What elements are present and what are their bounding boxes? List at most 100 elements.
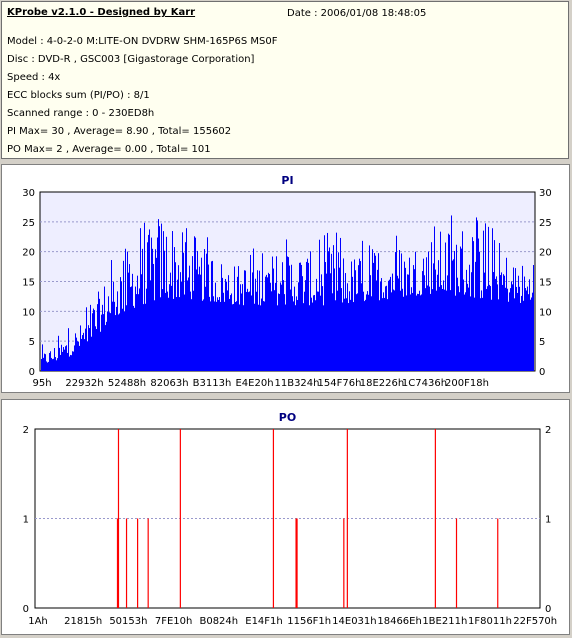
pi-bar [128,272,129,371]
pi-bar [298,282,299,371]
pi-bar [301,264,302,371]
pi-bar [461,248,462,371]
pi-bar [363,291,364,371]
pi-bar [381,278,382,371]
pi-bar [495,278,496,371]
pi-bar [482,297,483,371]
po-ytick-left: 1 [23,515,29,526]
pi-bar [378,253,379,371]
pi-bar [54,348,55,371]
pi-bar [321,274,322,371]
pi-bar [414,269,415,371]
pi-bars [41,215,534,371]
pi-bar [521,295,522,371]
pi-bar [253,248,254,371]
pi-bar [343,258,344,371]
pi-bar [133,305,134,371]
pi-bar [426,257,427,371]
pi-bar [533,264,534,371]
pi-bar [397,275,398,371]
pi-bar [408,274,409,371]
pi-bar [85,328,86,371]
pi-bar [360,261,361,371]
pi-bar [389,279,390,371]
pi-bar [456,244,457,371]
pi-bar [81,338,82,371]
pi-bar [207,237,208,371]
pi-bar [49,352,50,371]
pi-bar [329,247,330,371]
pi-bar [181,281,182,371]
pi-bar [499,243,500,371]
pi-bar [127,251,128,371]
pi-bar [437,274,438,371]
pi-bar [214,301,215,371]
pi-bar [509,292,510,371]
pi-bar [337,290,338,371]
po-chart: PO 0 0 1 1 2 2 1Ah 21815h 50153h 7FE10h B0824h E14F1… [23,411,558,627]
pi-bar [423,258,424,371]
pi-bar [368,294,369,371]
pi-bar [229,298,230,371]
pi-bar [489,284,490,371]
pi-bar [267,277,268,371]
pi-bar [370,275,371,371]
pi-bar [132,273,133,371]
pi-bar [259,270,260,371]
pi-bar [517,292,518,371]
pi-bar [198,274,199,371]
pi-bar [500,275,501,371]
pi-bar [351,261,352,371]
pi-bar [487,286,488,371]
pi-bar [265,276,266,371]
pi-bar [203,299,204,371]
pi-bar [497,284,498,371]
pi-bar [238,266,239,371]
pi-bar [112,301,113,371]
pi-bar [273,268,274,371]
pi-bar [146,288,147,371]
pi-bar [283,280,284,371]
pi-bar [62,351,63,371]
pi-bar [210,301,211,371]
pi-bar [455,295,456,371]
pi-bar [336,232,337,371]
pi-bar [296,296,297,371]
pi-bar [78,341,79,371]
po-ytick-right: 1 [545,515,551,526]
pi-xtick-label: E4E20h [235,378,273,389]
pi-bar [318,291,319,371]
pi-bar [467,283,468,371]
pi-bar [212,260,213,371]
pi-bar [407,274,408,371]
pi-bar [66,345,67,371]
pi-bar [490,286,491,371]
pi-bar [502,284,503,371]
pi-bar [135,286,136,371]
pi-bar [251,295,252,371]
pi-bar [444,289,445,371]
pi-bar [313,295,314,371]
pi-xtick-label: 22932h [65,378,103,389]
pi-bar [243,305,244,371]
pi-bar [46,361,47,371]
pi-bar [491,299,492,371]
pi-bar [529,279,530,371]
pi-bar [334,268,335,371]
pi-bar [125,248,126,371]
pi-bar [398,278,399,371]
pi-bar [354,259,355,371]
pi-bar [315,300,316,371]
pi-bar [454,250,455,371]
pi-bar [266,274,267,371]
pi-bar [475,261,476,371]
pi-bar [302,276,303,371]
pi-bar [182,232,183,371]
pi-bar [256,291,257,371]
pi-bar [262,253,263,371]
po-xtick-label: E14F1h [245,616,283,627]
pi-bar [166,236,167,371]
pi-bar [202,300,203,371]
pi-bar [189,265,190,371]
pi-bar [116,306,117,371]
